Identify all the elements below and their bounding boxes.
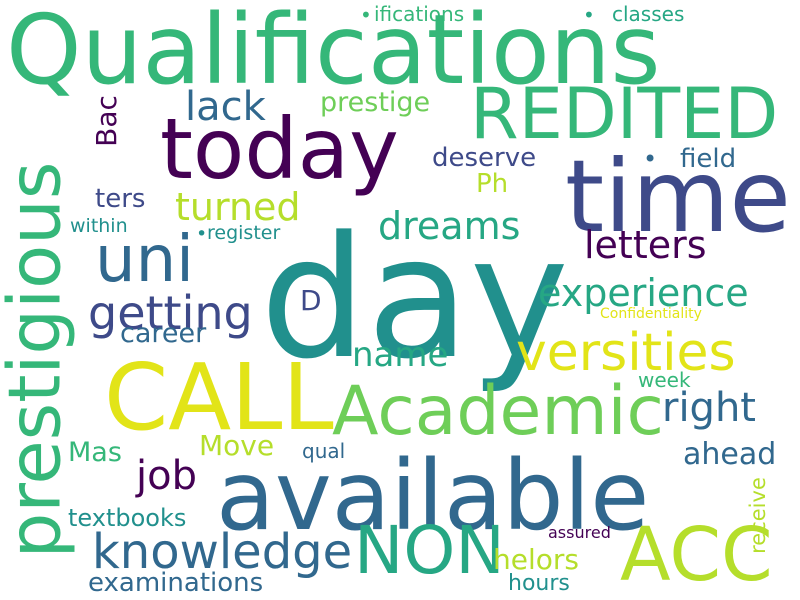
word-hours: hours [508, 571, 570, 596]
word-textbooks: textbooks [68, 504, 187, 532]
word-ahead: ahead [683, 437, 777, 472]
word-call: CALL [104, 344, 334, 451]
word-qual: qual [302, 439, 346, 463]
word-right: right [662, 385, 756, 431]
word-day: day [260, 200, 570, 396]
bullet-dot: • [360, 3, 372, 27]
word-deserve: deserve [432, 143, 537, 173]
word-ters: ters [95, 184, 146, 214]
word-bac: Bac [89, 95, 123, 147]
word-d: D [300, 284, 322, 317]
word-time: time [565, 138, 791, 255]
word-mas: Mas [68, 437, 122, 468]
word-versities: versities [516, 323, 736, 383]
word-field: field [680, 144, 737, 174]
word-classes: classes [612, 2, 685, 26]
word-knowledge: knowledge [92, 524, 353, 580]
word-available: available [216, 440, 650, 552]
word-prestige: prestige [320, 87, 431, 118]
word-turned: turned [175, 185, 301, 229]
word-lack: lack [185, 84, 266, 130]
word-examinations: examinations [88, 568, 264, 598]
word-uni: uni [95, 223, 194, 297]
word-experience: experience [538, 271, 749, 315]
word-letters: letters [584, 223, 707, 267]
word-prestigious: prestigious [0, 161, 77, 559]
word-helors: helors [493, 543, 579, 576]
word-ifications: ifications [374, 2, 465, 26]
bullet-dot: • [583, 3, 595, 27]
word-dreams: dreams [378, 204, 521, 248]
word-job: job [136, 453, 197, 499]
bullet-dot: • [196, 223, 208, 245]
word-acc: ACC [620, 512, 773, 598]
word-today: today [160, 100, 399, 198]
bullet-dot: • [643, 145, 658, 173]
word-getting: getting [88, 286, 253, 340]
word-redited: REDITED [470, 73, 779, 155]
word-week: week [638, 368, 691, 392]
word-within: within [70, 215, 128, 237]
word-confidentiality: Confidentiality [600, 306, 702, 322]
word-career: career [120, 318, 207, 349]
word-qualifications: Qualifications [6, 0, 661, 106]
word-academic: Academic [332, 372, 664, 451]
word-move: Move [199, 429, 275, 462]
word-name: name [352, 335, 449, 375]
word-ph: Ph [476, 169, 509, 199]
word-register: register [207, 222, 281, 244]
word-assured: assured [548, 523, 611, 542]
word-non: NON [354, 512, 505, 589]
